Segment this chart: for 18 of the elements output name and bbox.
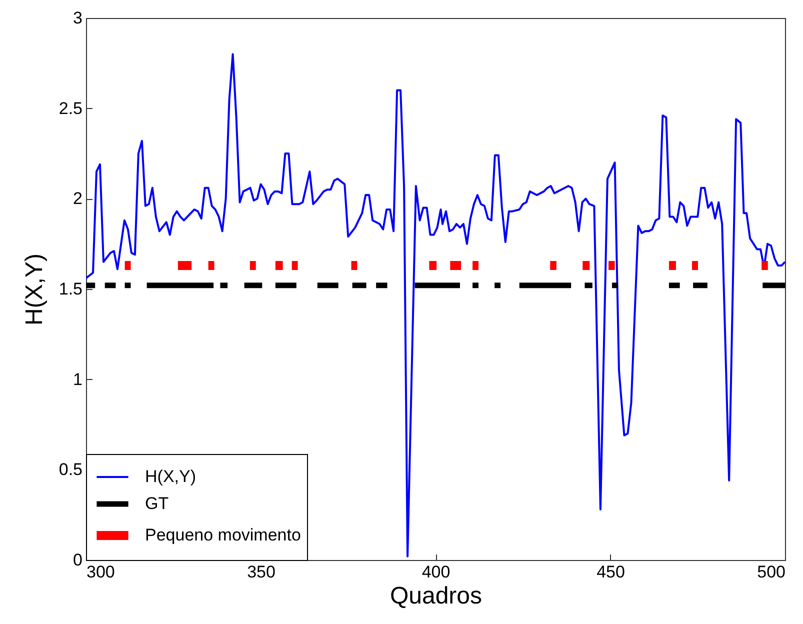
y-tick-label: 0.5 (58, 460, 82, 480)
x-tick-label: 350 (247, 562, 276, 582)
x-axis-title: Quadros (390, 582, 482, 610)
legend-label: Pequeno movimento (145, 526, 301, 544)
x-tick-label: 500 (757, 562, 786, 582)
y-tick-label: 1.5 (58, 280, 82, 298)
y-tick-label: 3 (73, 8, 82, 28)
y-tick-label: 2.5 (58, 98, 82, 118)
y-axis-title: H(X,Y) (20, 254, 48, 326)
x-tick-label: 450 (596, 562, 625, 582)
legend-label: H(X,Y) (145, 467, 196, 486)
line-series (86, 53, 785, 558)
y-tick-label: 2 (73, 189, 82, 208)
x-tick-label: 400 (422, 562, 450, 582)
legend-label: GT (145, 494, 169, 513)
y-tick-label: 0 (73, 550, 82, 570)
y-tick-label: 1 (73, 370, 82, 389)
x-tick-label: 300 (86, 562, 115, 582)
